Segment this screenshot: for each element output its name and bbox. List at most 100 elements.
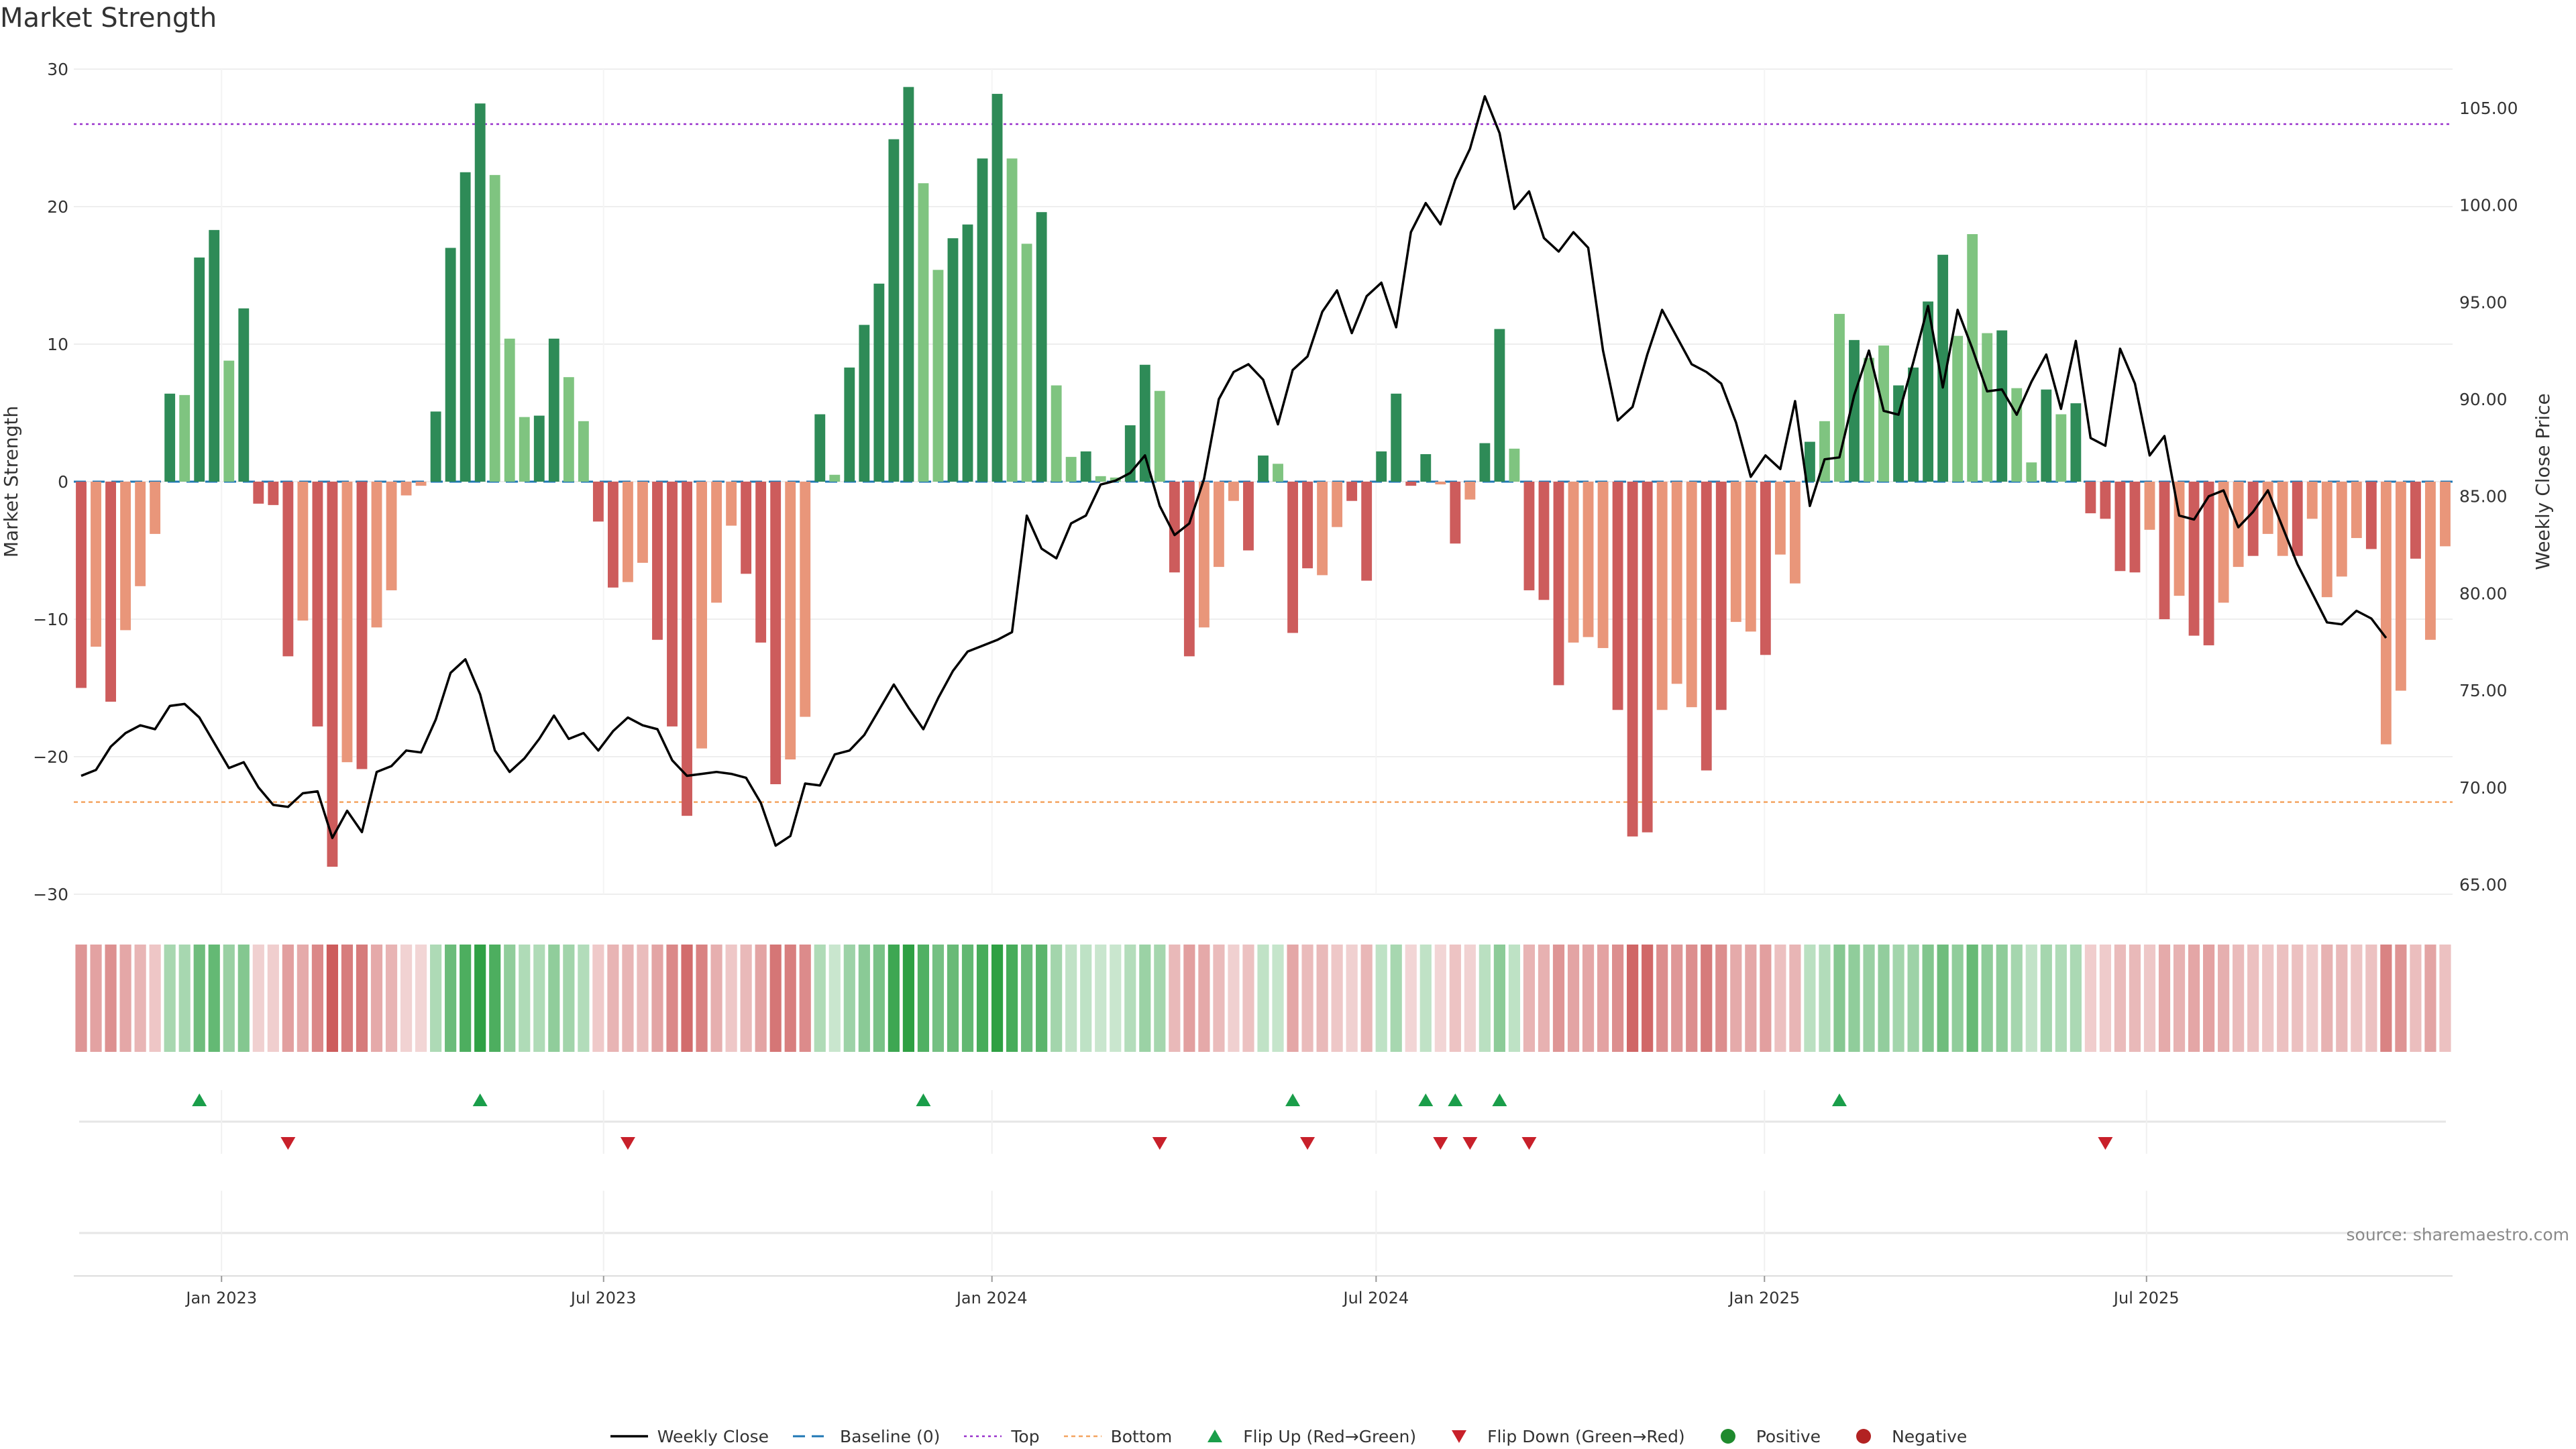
chart-legend: Weekly Close Baseline (0) Top Bottom Flip Up… bbox=[0, 1426, 2576, 1446]
strength-bar bbox=[1538, 482, 1550, 600]
strength-bar bbox=[1849, 339, 1860, 482]
heat-cell bbox=[1523, 945, 1536, 1052]
heat-cell bbox=[1139, 945, 1151, 1052]
strength-bar bbox=[1612, 482, 1623, 710]
heat-cell bbox=[178, 945, 191, 1052]
strength-bar bbox=[2218, 482, 2229, 603]
heat-cell bbox=[134, 945, 146, 1052]
heat-cell bbox=[2084, 945, 2096, 1052]
strength-bar bbox=[1036, 212, 1047, 482]
heat-cell bbox=[932, 945, 945, 1052]
heat-cell bbox=[1863, 945, 1875, 1052]
flip-down-marker bbox=[620, 1137, 635, 1150]
strength-bar bbox=[1065, 457, 1077, 482]
heat-cell bbox=[2114, 945, 2127, 1052]
strength-bar bbox=[1302, 482, 1313, 569]
strength-bar bbox=[533, 415, 545, 482]
heat-cell bbox=[888, 945, 900, 1052]
heat-cell bbox=[2380, 945, 2392, 1052]
flip-down-marker bbox=[1462, 1137, 1478, 1150]
heat-cell bbox=[533, 945, 545, 1052]
x-tick-label: Jan 2024 bbox=[955, 1289, 1028, 1307]
legend-swatch bbox=[1063, 1435, 1102, 1438]
heat-cell bbox=[1922, 945, 1934, 1052]
strength-bar bbox=[327, 482, 338, 867]
heat-cell bbox=[1390, 945, 1402, 1052]
strength-bar bbox=[667, 482, 678, 727]
strength-bar bbox=[1464, 482, 1476, 500]
flip-up-marker bbox=[192, 1093, 207, 1106]
strength-bar bbox=[548, 338, 559, 482]
heat-cell bbox=[2351, 945, 2363, 1052]
strength-bar bbox=[312, 482, 323, 727]
heat-cell bbox=[1316, 945, 1328, 1052]
strength-bar bbox=[2188, 482, 2200, 636]
axes: −30 −20 −10 0 10 20 30 65.00 70.00 75.00 80.00 85.0… bbox=[0, 60, 2554, 904]
strength-bar bbox=[1376, 451, 1387, 482]
heat-cell bbox=[1080, 945, 1092, 1052]
strength-bar bbox=[563, 377, 574, 482]
weekly-close-line bbox=[80, 95, 2387, 847]
heat-cell bbox=[1065, 945, 1077, 1052]
heat-cell bbox=[2292, 945, 2304, 1052]
heat-cell bbox=[2158, 945, 2171, 1052]
strength-bar bbox=[1213, 482, 1224, 568]
strength-bar bbox=[371, 482, 382, 628]
strength-bar bbox=[1198, 482, 1210, 628]
strength-bar bbox=[1671, 482, 1682, 684]
strength-bar bbox=[903, 87, 914, 482]
strength-bar bbox=[1760, 482, 1771, 655]
heat-cell bbox=[1597, 945, 1609, 1052]
strength-bar bbox=[1553, 482, 1564, 686]
strength-bar bbox=[1169, 482, 1180, 573]
heat-cell bbox=[1346, 945, 1358, 1052]
y-left-tick-label: 0 bbox=[58, 472, 68, 492]
heat-cell bbox=[208, 945, 220, 1052]
heat-cell bbox=[1375, 945, 1387, 1052]
flip-down-marker bbox=[1152, 1137, 1167, 1150]
strength-bar bbox=[1479, 443, 1491, 482]
heat-cell bbox=[710, 945, 722, 1052]
strength-bar bbox=[1139, 364, 1150, 482]
heat-cell bbox=[873, 945, 885, 1052]
legend-item-negative: Negative bbox=[1843, 1426, 1967, 1446]
strength-bar bbox=[1834, 313, 1845, 482]
strength-bar bbox=[356, 482, 368, 769]
legend-item-baseline: Baseline (0) bbox=[792, 1426, 940, 1446]
heat-cell bbox=[917, 945, 930, 1052]
y-right-tick-label: 75.00 bbox=[2459, 681, 2508, 700]
heat-cell bbox=[607, 945, 619, 1052]
heat-cell bbox=[2099, 945, 2112, 1052]
heat-cell bbox=[75, 945, 87, 1052]
strength-bar bbox=[2440, 482, 2451, 547]
strength-bar bbox=[741, 482, 752, 574]
strength-bar bbox=[253, 482, 264, 504]
strength-bar bbox=[2055, 414, 2067, 482]
heat-cell bbox=[725, 945, 737, 1052]
strength-bars bbox=[76, 87, 2451, 867]
strength-bar bbox=[1509, 448, 1520, 482]
strength-bar bbox=[1021, 244, 1032, 482]
heat-cell bbox=[119, 945, 131, 1052]
strength-bar bbox=[341, 482, 353, 763]
heat-cell bbox=[1006, 945, 1018, 1052]
heat-cell bbox=[2365, 945, 2377, 1052]
heat-cell bbox=[1966, 945, 1978, 1052]
heat-cell bbox=[2070, 945, 2082, 1052]
x-tick-label: Jul 2025 bbox=[2112, 1289, 2180, 1307]
strength-bar bbox=[829, 474, 841, 482]
strength-bar bbox=[91, 482, 101, 647]
strength-bar bbox=[2410, 482, 2421, 559]
strength-bar bbox=[179, 394, 191, 482]
strength-bar bbox=[2159, 482, 2170, 619]
strength-bar bbox=[1124, 425, 1136, 482]
strength-bar bbox=[2041, 389, 2052, 482]
strength-bar bbox=[800, 482, 811, 717]
y-right-tick-label: 105.00 bbox=[2459, 99, 2518, 118]
strength-bar bbox=[1923, 301, 1934, 482]
strength-bar bbox=[770, 482, 782, 784]
chart-title: Market Strength bbox=[0, 3, 217, 34]
strength-bar bbox=[1287, 482, 1298, 633]
heat-cell bbox=[2040, 945, 2052, 1052]
heat-cell bbox=[445, 945, 457, 1052]
